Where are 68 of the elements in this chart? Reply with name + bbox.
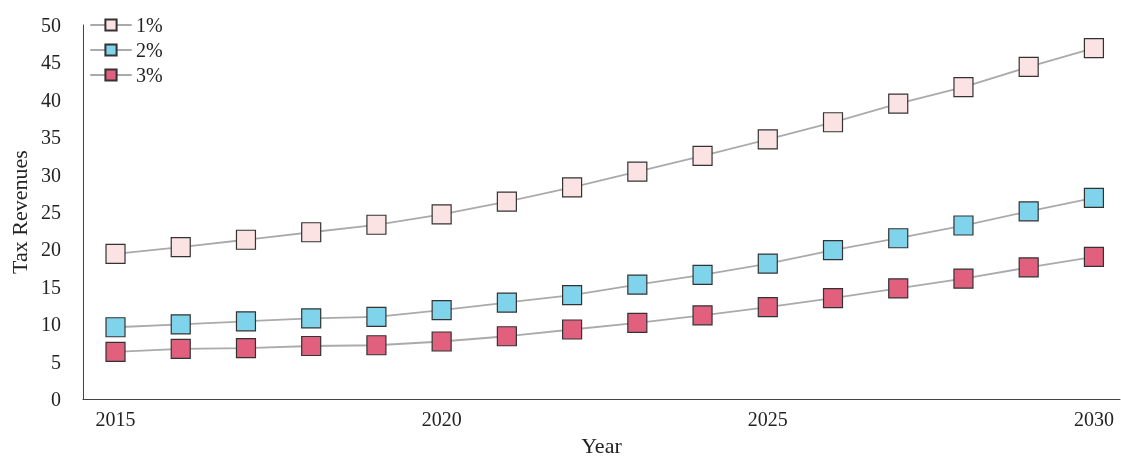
point	[1083, 187, 1105, 208]
point	[1018, 257, 1039, 278]
point	[953, 268, 974, 289]
point	[301, 308, 322, 329]
point	[496, 191, 517, 212]
x-axis-title: Year	[581, 432, 623, 458]
point	[170, 338, 191, 360]
point	[822, 112, 844, 133]
point	[692, 145, 713, 167]
point	[562, 319, 583, 340]
y-tick-label: 5	[50, 350, 61, 373]
point	[496, 326, 517, 347]
point	[431, 299, 452, 321]
y-tick-label: 15	[40, 275, 61, 298]
y-tick-label: 30	[40, 163, 61, 186]
point	[1083, 38, 1105, 59]
point	[105, 243, 126, 265]
point	[170, 237, 191, 258]
point	[1018, 56, 1039, 77]
point	[692, 305, 713, 326]
point	[888, 278, 909, 299]
y-tick-label: 50	[40, 14, 61, 36]
point	[562, 285, 583, 306]
point	[1018, 201, 1039, 222]
point	[627, 161, 648, 182]
y-tick-label: 35	[40, 126, 61, 149]
legend-label: 2%	[136, 39, 163, 61]
point	[953, 215, 974, 236]
y-tick-label: 10	[40, 313, 61, 336]
point	[692, 264, 713, 285]
x-tick-label: 2025	[747, 408, 788, 431]
point	[757, 129, 778, 150]
point	[757, 253, 778, 274]
point	[170, 314, 191, 335]
point	[822, 287, 844, 309]
y-tick-label: 25	[40, 201, 61, 224]
point	[757, 296, 778, 318]
point	[235, 229, 257, 250]
x-tick-label: 2020	[421, 408, 462, 431]
legend-label: 1%	[136, 14, 163, 36]
point	[105, 341, 126, 363]
point	[366, 306, 387, 327]
point	[366, 335, 387, 356]
point	[431, 331, 452, 352]
point	[888, 93, 909, 114]
y-tick-label: 0	[50, 388, 61, 411]
point	[235, 311, 257, 332]
point	[366, 214, 387, 235]
point	[431, 204, 452, 225]
point	[105, 317, 126, 338]
point	[888, 228, 909, 249]
point	[496, 292, 517, 313]
y-axis-title: Tax Revenues	[6, 150, 32, 274]
point	[562, 177, 583, 198]
y-tick-label: 40	[40, 88, 61, 111]
point	[953, 77, 974, 98]
point	[1083, 246, 1105, 268]
x-tick-label: 2030	[1073, 408, 1114, 431]
x-tick-label: 2015	[95, 408, 136, 431]
point	[301, 335, 322, 357]
point	[822, 240, 844, 261]
point	[235, 338, 257, 359]
point	[627, 274, 648, 295]
legend-label: 3%	[136, 64, 163, 86]
y-tick-label: 20	[40, 238, 61, 261]
point	[301, 222, 322, 243]
y-tick-label: 45	[40, 51, 61, 74]
point	[627, 312, 648, 333]
